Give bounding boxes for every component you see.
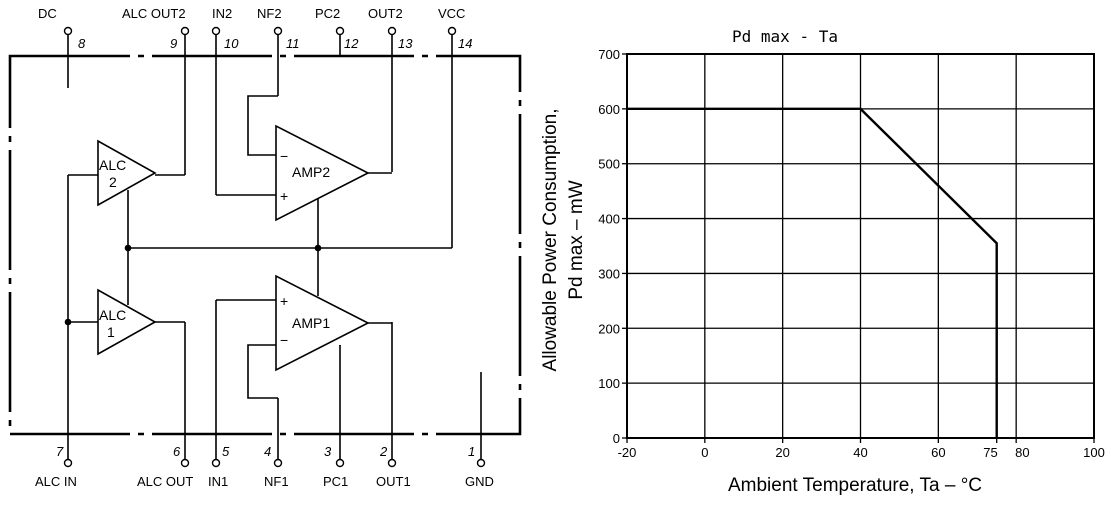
- amp1-label: AMP1: [292, 315, 330, 331]
- pin-5-label: IN1: [208, 474, 228, 489]
- pin-11-number: 11: [286, 36, 300, 51]
- pin-2-terminal: [389, 460, 396, 467]
- y-axis-label-line2: Pd max – mW: [566, 180, 587, 299]
- junction-dot: [125, 245, 132, 252]
- alc2-label-line1: ALC: [99, 157, 126, 173]
- pin-10-terminal: [213, 28, 220, 35]
- pin-7-label: ALC IN: [35, 474, 77, 489]
- pin-12-label: PC2: [315, 6, 340, 21]
- amp2-minus-sign: −: [280, 148, 288, 164]
- grid-lines: [622, 54, 1094, 443]
- pin-5-terminal: [213, 460, 220, 467]
- x-tick-label: 75: [983, 445, 997, 460]
- alc1-label-line1: ALC: [99, 307, 126, 323]
- pin-12-terminal: [337, 28, 344, 35]
- x-tick-label: 20: [775, 445, 789, 460]
- x-axis-label: Ambient Temperature, Ta – °C: [728, 475, 982, 496]
- pin-10-label: IN2: [212, 6, 232, 21]
- pin-12-number: 12: [344, 36, 359, 51]
- y-tick-label: 400: [598, 212, 620, 227]
- pin-9-number: 9: [170, 36, 177, 51]
- alc2-block: ALC 2: [98, 141, 155, 205]
- pin-4-number: 4: [264, 444, 271, 459]
- pin-5-number: 5: [222, 444, 230, 459]
- y-tick-label: 200: [598, 321, 620, 336]
- y-tick-label: 600: [598, 102, 620, 117]
- y-tick-label: 500: [598, 157, 620, 172]
- alc1-block: ALC 1: [98, 290, 155, 354]
- pin-7-terminal: [65, 460, 72, 467]
- pin-1-terminal: [478, 460, 485, 467]
- pin-2-label: OUT1: [376, 474, 411, 489]
- pin-3-terminal: [337, 460, 344, 467]
- ic-outline: [10, 56, 520, 434]
- pin-9-terminal: [182, 28, 189, 35]
- pin-6-label: ALC OUT: [137, 474, 193, 489]
- pin-7-number: 7: [56, 444, 64, 459]
- pin-9-label: ALC OUT2: [122, 6, 186, 21]
- x-tick-label: 0: [701, 445, 708, 460]
- pin-8-label: DC: [38, 6, 57, 21]
- pin-3-label: PC1: [323, 474, 348, 489]
- y-tick-label: 100: [598, 376, 620, 391]
- pin-13-terminal: [389, 28, 396, 35]
- pin-4-label: NF1: [264, 474, 289, 489]
- pin-4-terminal: [275, 460, 282, 467]
- amp1-minus-sign: −: [280, 332, 288, 348]
- pin-11-terminal: [275, 28, 282, 35]
- pin-8-terminal: [65, 28, 72, 35]
- block-diagram: DC ALC OUT2 IN2 NF2 PC2 OUT2 VCC 8 9 10 …: [10, 6, 520, 489]
- top-pin-circles: [65, 28, 456, 35]
- y-tick-label: 300: [598, 266, 620, 281]
- pin-6-number: 6: [173, 444, 181, 459]
- x-tick-label: 100: [1083, 445, 1105, 460]
- amp1-plus-sign: +: [280, 293, 288, 309]
- alc2-label-line2: 2: [109, 174, 117, 190]
- pin-10-number: 10: [224, 36, 239, 51]
- pin-3-number: 3: [324, 444, 332, 459]
- pin-14-label: VCC: [438, 6, 465, 21]
- y-tick-labels: 0 100 200 300 400 500 600 700: [598, 47, 620, 446]
- pin-11-label: NF2: [257, 6, 282, 21]
- x-tick-label: 80: [1015, 445, 1029, 460]
- amp2-block: AMP2 − +: [276, 126, 368, 220]
- pin-6-terminal: [182, 460, 189, 467]
- junction-dot: [315, 245, 322, 252]
- x-tick-labels: -20 0 20 40 60 75 80 100: [618, 445, 1105, 460]
- bottom-pin-circles: [65, 460, 485, 467]
- amp2-label: AMP2: [292, 164, 330, 180]
- top-pin-stubs: [68, 32, 452, 248]
- chart-title: Pd max - Ta: [732, 27, 838, 46]
- x-tick-label: 60: [931, 445, 945, 460]
- pin-13-label: OUT2: [368, 6, 403, 21]
- pin-14-number: 14: [458, 36, 472, 51]
- y-tick-label: 0: [613, 431, 620, 446]
- pin-8-number: 8: [78, 36, 86, 51]
- y-axis-label-line1: Allowable Power Consumption,: [540, 109, 561, 372]
- y-tick-label: 700: [598, 47, 620, 62]
- pin-1-number: 1: [468, 444, 475, 459]
- pin-2-number: 2: [379, 444, 388, 459]
- x-tick-label: -20: [618, 445, 637, 460]
- x-tick-label: 40: [853, 445, 867, 460]
- pin-13-number: 13: [398, 36, 413, 51]
- amp2-plus-sign: +: [280, 188, 288, 204]
- pin-1-label: GND: [465, 474, 494, 489]
- junction-dot: [65, 319, 72, 326]
- amp1-block: AMP1 + −: [276, 276, 368, 370]
- alc1-label-line2: 1: [107, 324, 115, 340]
- pin-14-terminal: [449, 28, 456, 35]
- bottom-pin-stubs: [68, 175, 481, 462]
